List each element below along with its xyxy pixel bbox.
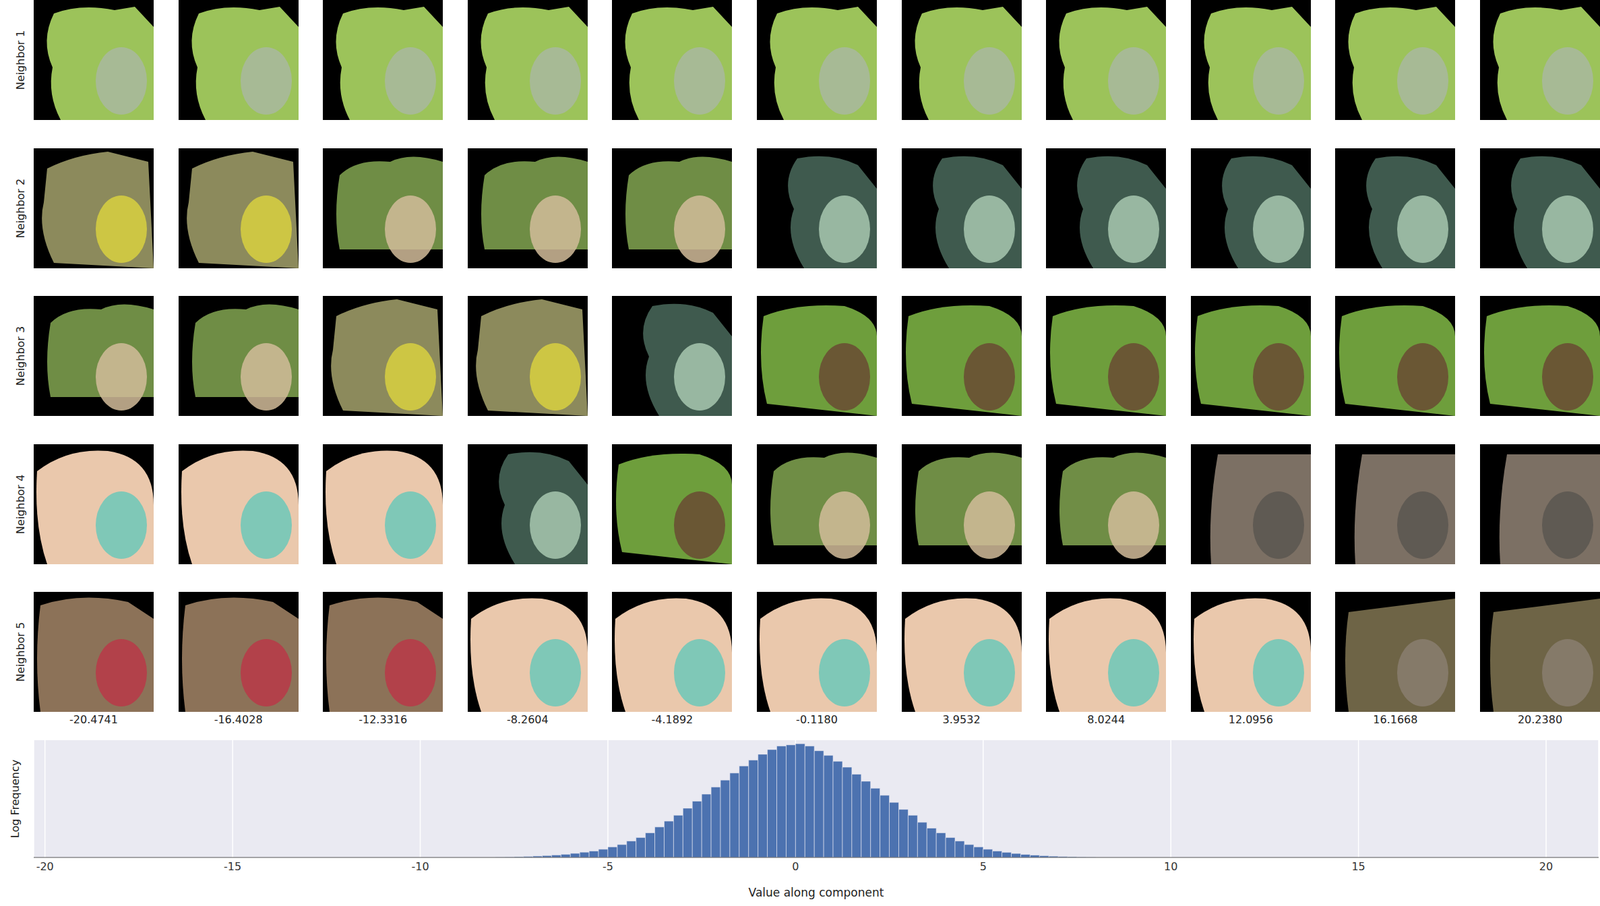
html-text:3.9532: 3.9532: [942, 713, 981, 726]
svg-text:15: 15: [1351, 859, 1365, 873]
html-text:-12.3316: -12.3316: [358, 713, 408, 726]
svg-text:20: 20: [1539, 859, 1553, 873]
html-text:20.2380: 20.2380: [1517, 713, 1563, 726]
svg-text:-5: -5: [602, 859, 614, 873]
html-text:12.0956: 12.0956: [1228, 713, 1274, 726]
svg-text:0: 0: [791, 859, 799, 873]
html-text:-0.1180: -0.1180: [796, 713, 838, 726]
html-text:-20.4741: -20.4741: [69, 713, 118, 726]
html-text:Neighbor 4: Neighbor 4: [13, 474, 27, 534]
svg-text:-10: -10: [411, 859, 429, 873]
html-text:-16.4028: -16.4028: [214, 713, 263, 726]
html-text:Neighbor 1: Neighbor 1: [13, 30, 27, 90]
svg-text:5: 5: [979, 859, 987, 873]
html-text:Neighbor 5: Neighbor 5: [13, 621, 27, 682]
html-text:Neighbor 2: Neighbor 2: [13, 178, 27, 238]
svg-text:Value along component: Value along component: [748, 885, 885, 900]
html-text:-8.2604: -8.2604: [506, 713, 549, 726]
svg-text:10: 10: [1163, 859, 1178, 873]
html-text:Neighbor 3: Neighbor 3: [13, 326, 27, 386]
svg-text:Log Frequency: Log Frequency: [8, 759, 22, 838]
html-text:-4.1892: -4.1892: [651, 713, 694, 726]
svg-text:-15: -15: [223, 859, 242, 873]
html-text:16.1668: 16.1668: [1373, 713, 1418, 726]
html-text:8.0244: 8.0244: [1087, 713, 1125, 726]
svg-text:-20: -20: [36, 859, 54, 873]
